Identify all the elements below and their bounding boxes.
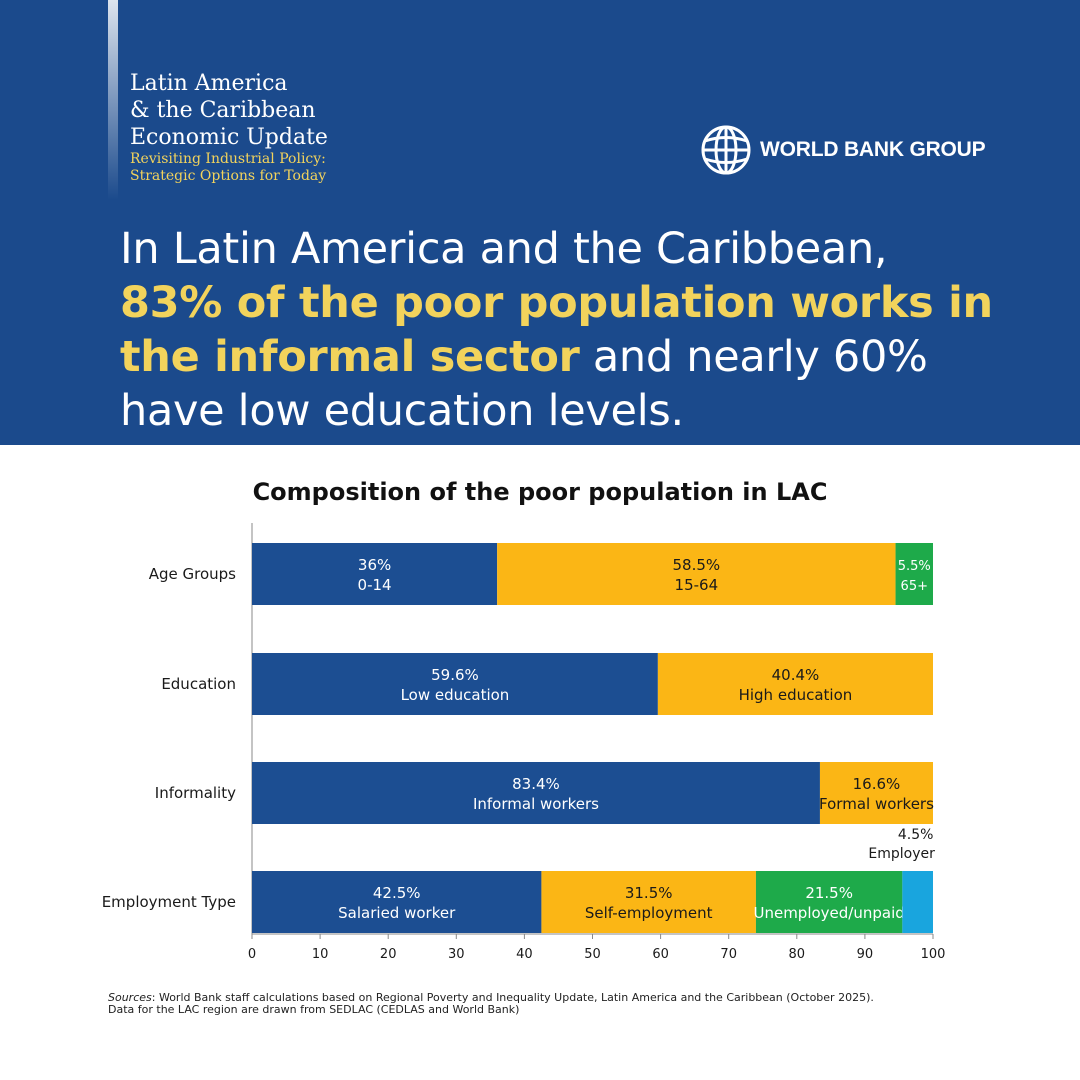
segment-value-label: 40.4%: [772, 666, 820, 684]
bar-segment: [755, 871, 903, 933]
logo-wordmark: WORLD BANK GROUP: [760, 138, 986, 161]
segment-category-label: Salaried worker: [338, 904, 456, 922]
sources-note: Sources: World Bank staff calculations b…: [108, 992, 1008, 1016]
x-tick-label: 60: [652, 947, 669, 962]
headline-part1: In Latin America and the Caribbean,: [120, 224, 888, 274]
bar-segment: [541, 871, 756, 933]
x-tick-label: 50: [584, 947, 601, 962]
bar-segment: [252, 762, 820, 824]
segment-category-label: 65+: [901, 579, 928, 594]
segment-value-label: 42.5%: [373, 884, 421, 902]
bar-segment: [902, 871, 933, 933]
accent-line: [108, 0, 118, 200]
segment-value-label: 16.6%: [853, 775, 901, 793]
bar-segment: [895, 543, 933, 605]
x-tick-label: 30: [448, 947, 465, 962]
sources-label: Sources: [108, 991, 152, 1004]
segment-category-label: Unemployed/unpaid: [753, 904, 904, 922]
segment-category-label: Formal workers: [819, 795, 934, 813]
bar-segment: [252, 543, 498, 605]
segment-value-label: 31.5%: [625, 884, 673, 902]
x-tick-label: 0: [248, 947, 256, 962]
segment-value-label: 36%: [358, 556, 391, 574]
segment-category-label: Informal workers: [473, 795, 599, 813]
segment-category-label: Employer: [868, 846, 935, 862]
report-title-line: & the Caribbean: [130, 98, 316, 123]
segment-value-label: 5.5%: [898, 559, 931, 574]
sources-text: : World Bank staff calculations based on…: [151, 991, 874, 1004]
report-subtitle-line: Strategic Options for Today: [130, 168, 327, 184]
segment-category-label: Low education: [401, 686, 510, 704]
segment-category-label: Self-employment: [585, 904, 713, 922]
bar-segment: [819, 762, 933, 824]
x-tick-label: 10: [312, 947, 329, 962]
stacked-bar-chart: 0 10 20 30 40 50 60 70 80 90 100 Age Groups 36% 0-14 5…: [102, 523, 946, 962]
report-title-block: Latin America & the Caribbean Economic U…: [130, 70, 328, 185]
x-tick-label: 40: [516, 947, 533, 962]
segment-category-label: 0-14: [358, 576, 392, 594]
x-tick-label: 100: [921, 947, 946, 962]
segment-value-label: 21.5%: [805, 884, 853, 902]
headline-highlight: 83% of the poor population works in the …: [120, 278, 993, 382]
sources-line2: Data for the LAC region are drawn from S…: [108, 1003, 520, 1016]
segment-value-label: 59.6%: [431, 666, 479, 684]
headline: In Latin America and the Caribbean, 83% …: [120, 222, 1020, 438]
globe-icon: [701, 125, 751, 175]
segment-value-label: 83.4%: [512, 775, 560, 793]
category-label: Employment Type: [102, 893, 236, 911]
bar-segment: [252, 653, 658, 715]
bar-segment: [657, 653, 933, 715]
x-tick-label: 70: [720, 947, 737, 962]
segment-category-label: 15-64: [675, 576, 719, 594]
report-subtitle-line: Revisiting Industrial Policy:: [130, 151, 326, 167]
x-tick-label: 20: [380, 947, 397, 962]
header-banner: Latin America & the Caribbean Economic U…: [0, 0, 1080, 445]
headline-part2: and nearly 60% have low education levels…: [120, 332, 928, 436]
category-label: Age Groups: [149, 565, 236, 583]
world-bank-logo: WORLD BANK GROUP: [700, 124, 986, 176]
report-title-line: Economic Update: [130, 125, 328, 150]
x-tick-label: 90: [857, 947, 874, 962]
category-label: Education: [161, 675, 236, 693]
bar-segment: [252, 871, 542, 933]
chart-title: Composition of the poor population in LA…: [252, 478, 828, 506]
bar-segment: [497, 543, 896, 605]
report-title-line: Latin America: [130, 71, 288, 96]
category-label: Informality: [155, 784, 236, 802]
x-tick-label: 80: [789, 947, 806, 962]
segment-category-label: High education: [739, 686, 853, 704]
segment-value-label: 4.5%: [898, 827, 934, 843]
segment-value-label: 58.5%: [673, 556, 721, 574]
